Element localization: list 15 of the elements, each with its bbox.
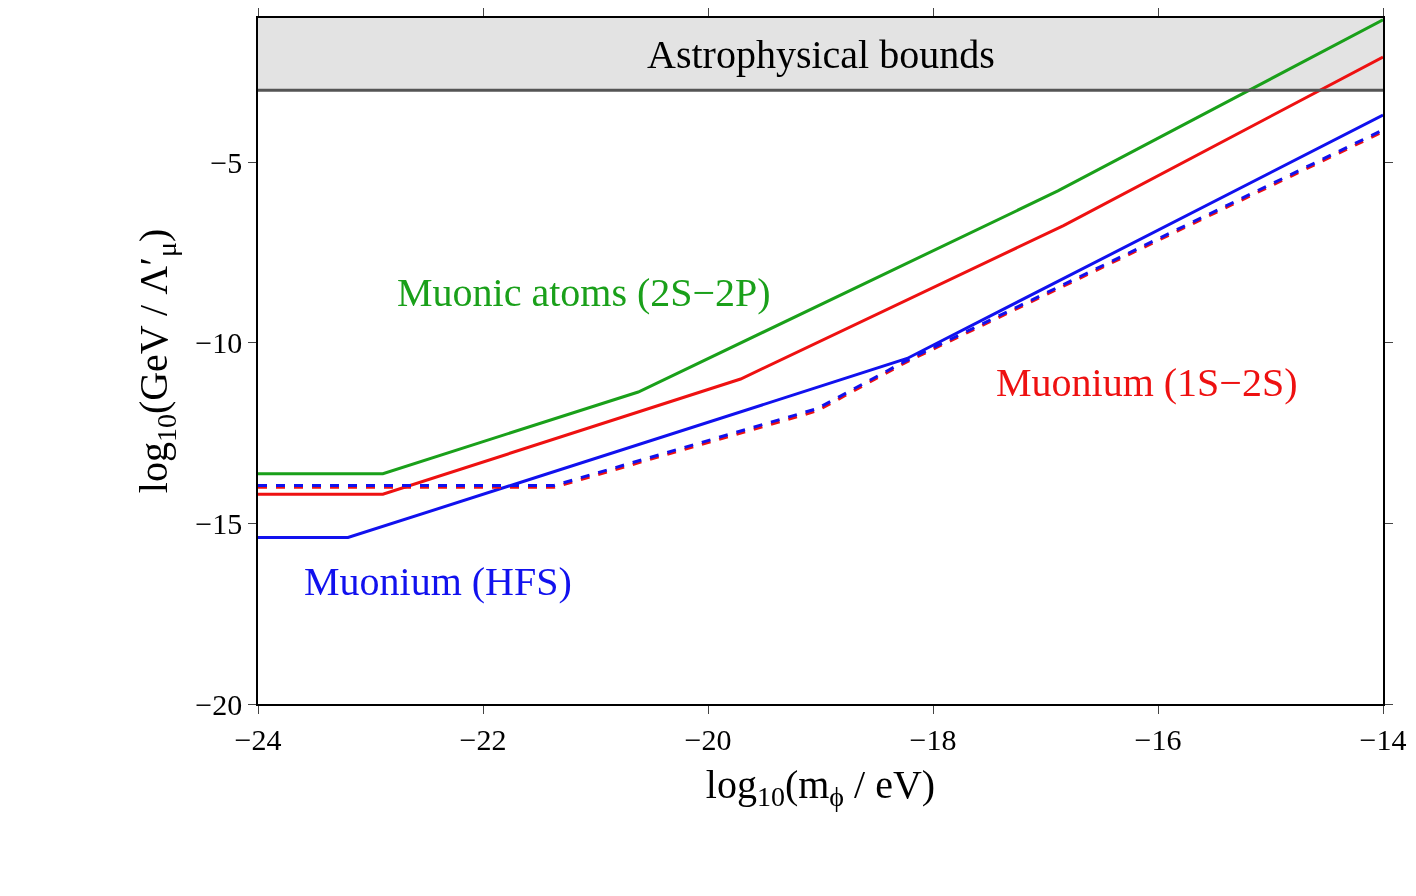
x-tick-label: −16	[1134, 722, 1182, 756]
x-tick-label: −24	[234, 722, 282, 756]
series-label: Muonium (HFS)	[304, 559, 572, 604]
x-tick-label: −14	[1359, 722, 1407, 756]
y-tick-label: −10	[195, 326, 243, 360]
y-tick-label: −20	[195, 687, 243, 721]
y-tick-label: −15	[195, 506, 243, 540]
y-tick-label: −5	[210, 145, 243, 179]
x-tick-label: −18	[909, 722, 957, 756]
series-label: Muonic atoms (2S−2P)	[397, 270, 771, 315]
band-label: Astrophysical bounds	[647, 32, 995, 77]
x-tick-label: −22	[459, 722, 507, 756]
text: Muonium (1S−2S)	[996, 360, 1298, 405]
x-tick-label: −20	[684, 722, 732, 756]
x-axis-title: log$_{10}$(m$_{ϕ}$ / eV)	[705, 761, 936, 813]
